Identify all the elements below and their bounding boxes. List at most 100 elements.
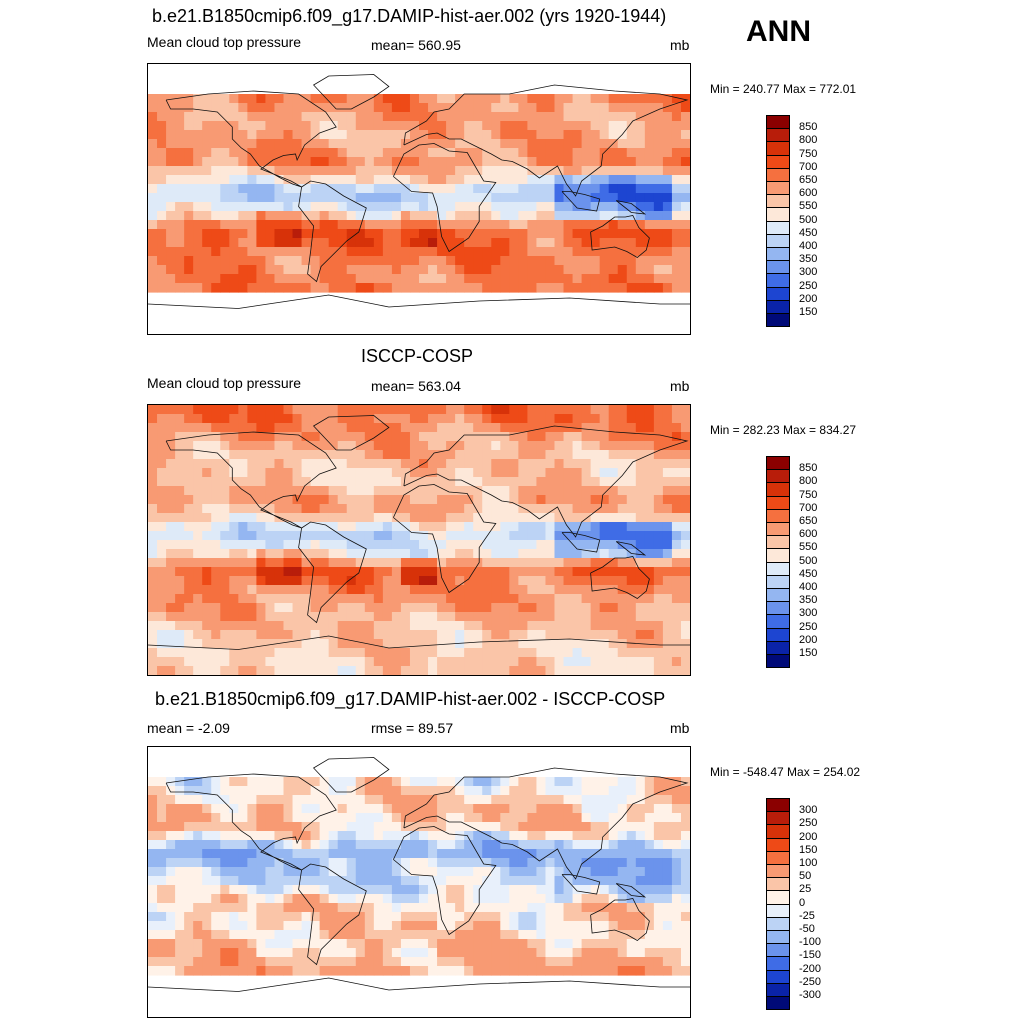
map-cell xyxy=(554,450,565,460)
map-cell xyxy=(455,220,465,230)
map-cell xyxy=(148,603,158,613)
map-cell xyxy=(391,139,402,149)
map-cell xyxy=(428,468,438,478)
map-cell xyxy=(220,876,230,886)
map-cell xyxy=(653,849,664,859)
map-cell xyxy=(202,939,212,949)
map-cell xyxy=(184,603,194,613)
map-cell xyxy=(238,795,248,805)
map-cell xyxy=(373,867,384,877)
map-cell xyxy=(211,202,221,212)
map-cell xyxy=(148,166,158,176)
map-cell xyxy=(319,477,330,487)
map-cell xyxy=(400,621,411,631)
map-cell xyxy=(455,666,465,675)
map-cell xyxy=(635,603,646,613)
map-cell xyxy=(617,477,628,487)
map-cell xyxy=(193,423,203,433)
map-cell xyxy=(653,432,664,442)
map-cell xyxy=(193,414,203,424)
map-cell xyxy=(455,957,465,967)
map-cell xyxy=(590,648,601,658)
map-cell xyxy=(446,585,456,595)
map-cell xyxy=(382,831,393,841)
map-cell xyxy=(572,603,583,613)
map-cell xyxy=(382,112,393,122)
map-cell xyxy=(572,202,583,212)
map-cell xyxy=(301,540,312,550)
map-cell xyxy=(346,247,357,257)
map-cell xyxy=(491,567,501,577)
map-cell xyxy=(166,876,176,886)
map-cell xyxy=(626,495,637,505)
map-cell xyxy=(175,612,185,622)
map-cell xyxy=(563,193,574,203)
map-cell xyxy=(581,894,592,904)
map-cell xyxy=(391,531,402,541)
map-cell xyxy=(256,211,267,221)
map-cell xyxy=(653,184,664,194)
map-cell xyxy=(590,513,601,523)
map-cell xyxy=(590,930,601,940)
map-cell xyxy=(373,795,384,805)
map-cell xyxy=(148,495,158,505)
map-cell xyxy=(671,94,682,104)
map-cell xyxy=(409,558,420,568)
map-cell xyxy=(166,522,176,532)
map-cell xyxy=(211,130,221,140)
map-cell xyxy=(518,648,528,658)
map-cell xyxy=(229,567,239,577)
map-cell xyxy=(355,414,366,424)
map-cell xyxy=(500,256,510,266)
map-cell xyxy=(545,813,556,823)
map-cell xyxy=(409,858,420,868)
map-cell xyxy=(572,957,583,967)
map-cell xyxy=(319,957,330,967)
map-cell xyxy=(157,495,167,505)
map-cell xyxy=(184,184,194,194)
map-cell xyxy=(464,831,474,841)
map-cell xyxy=(473,939,483,949)
map-cell xyxy=(166,220,176,230)
map-cell xyxy=(409,504,420,514)
map-cell xyxy=(382,103,393,113)
map-cell xyxy=(175,558,185,568)
map-cell xyxy=(346,795,357,805)
map-cell xyxy=(301,238,312,248)
map-cell xyxy=(220,265,230,275)
map-cell xyxy=(671,939,682,949)
map-cell xyxy=(346,858,357,868)
map-cell xyxy=(256,813,267,823)
map-cell xyxy=(446,903,456,913)
map-cell xyxy=(554,468,565,478)
map-cell xyxy=(202,648,212,658)
map-cell xyxy=(211,504,221,514)
map-cell xyxy=(247,849,257,859)
map-cell xyxy=(301,795,312,805)
panel-3-minmax: Min = -548.47 Max = 254.02 xyxy=(710,765,861,779)
map-cell xyxy=(635,414,646,424)
map-cell xyxy=(193,238,203,248)
map-cell xyxy=(518,585,528,595)
map-cell xyxy=(608,549,619,559)
map-cell xyxy=(355,777,366,787)
map-cell xyxy=(400,202,411,212)
map-cell xyxy=(626,876,637,886)
map-cell xyxy=(428,414,438,424)
map-cell xyxy=(599,256,610,266)
map-cell xyxy=(391,795,402,805)
map-cell xyxy=(247,468,257,478)
map-cell xyxy=(662,103,673,113)
map-cell xyxy=(346,549,357,559)
map-cell xyxy=(428,256,438,266)
map-cell xyxy=(581,921,592,931)
map-cell xyxy=(545,405,556,415)
map-cell xyxy=(157,840,167,850)
map-cell xyxy=(229,657,239,667)
map-cell xyxy=(680,858,690,868)
map-cell xyxy=(364,567,375,577)
map-cell xyxy=(455,522,465,532)
map-cell xyxy=(220,256,230,266)
map-cell xyxy=(590,265,601,275)
map-cell xyxy=(229,603,239,613)
